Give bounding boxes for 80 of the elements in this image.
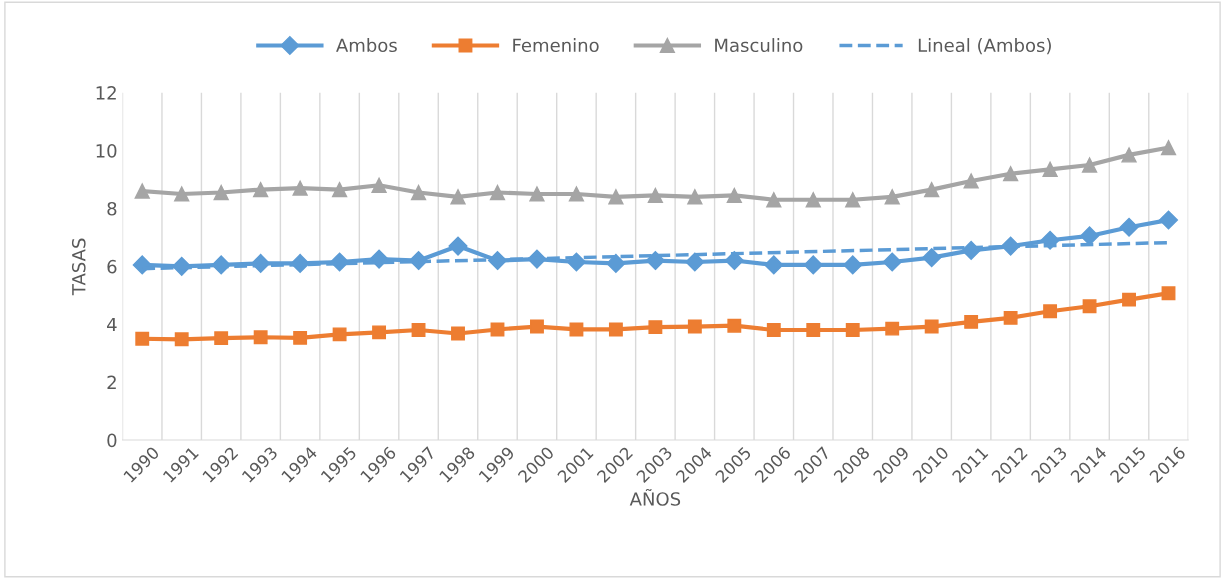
point bbox=[410, 184, 427, 201]
point bbox=[924, 319, 939, 334]
legend-label: Ambos bbox=[336, 38, 397, 53]
point bbox=[566, 252, 586, 272]
point bbox=[293, 330, 308, 345]
y-tick-label: 10 bbox=[96, 144, 117, 158]
point bbox=[332, 327, 347, 342]
legend-label: Lineal (Ambos) bbox=[918, 38, 1051, 55]
point bbox=[963, 173, 979, 189]
point bbox=[648, 320, 663, 335]
point bbox=[687, 319, 702, 334]
point bbox=[608, 189, 624, 205]
point bbox=[214, 331, 229, 346]
point bbox=[489, 184, 506, 201]
point bbox=[1161, 286, 1176, 301]
y-tick-label: 12 bbox=[96, 86, 116, 100]
point bbox=[1122, 292, 1136, 307]
point bbox=[882, 252, 902, 272]
point bbox=[884, 189, 900, 205]
point bbox=[372, 325, 387, 340]
point bbox=[727, 318, 742, 333]
point bbox=[1080, 226, 1100, 246]
point bbox=[647, 187, 664, 204]
point bbox=[530, 319, 544, 334]
point bbox=[764, 255, 784, 275]
point bbox=[964, 314, 979, 329]
point bbox=[174, 186, 190, 202]
point bbox=[568, 186, 585, 202]
y-tick-label: 4 bbox=[107, 317, 117, 332]
point bbox=[606, 253, 626, 273]
point bbox=[134, 183, 150, 199]
y-tick-label: 2 bbox=[107, 375, 116, 389]
y-tick-label: 6 bbox=[107, 259, 117, 274]
point bbox=[687, 189, 703, 205]
point bbox=[922, 248, 942, 268]
point bbox=[132, 255, 152, 275]
point bbox=[1043, 304, 1058, 319]
point bbox=[726, 187, 742, 204]
point bbox=[1160, 140, 1177, 156]
point bbox=[845, 192, 861, 208]
point bbox=[450, 189, 466, 205]
point bbox=[1119, 217, 1139, 237]
point bbox=[608, 322, 623, 337]
point bbox=[1003, 310, 1018, 325]
point bbox=[292, 180, 308, 196]
point bbox=[331, 181, 348, 198]
point bbox=[569, 322, 584, 337]
point bbox=[135, 331, 150, 346]
x-axis-title: AÑOS bbox=[629, 488, 681, 506]
point bbox=[845, 323, 860, 337]
point bbox=[1081, 157, 1098, 173]
legend-label: Femenino bbox=[513, 38, 599, 53]
y-tick-label: 0 bbox=[107, 433, 117, 448]
legend-label: Masculino bbox=[715, 38, 803, 53]
y-tick-label: 8 bbox=[107, 201, 117, 216]
point bbox=[371, 177, 387, 193]
point bbox=[843, 255, 863, 275]
point bbox=[803, 255, 823, 275]
y-axis-title: TASAS bbox=[71, 238, 86, 296]
point bbox=[724, 251, 744, 271]
point bbox=[451, 326, 465, 341]
point bbox=[213, 184, 229, 201]
point bbox=[411, 323, 426, 337]
point bbox=[1042, 161, 1058, 177]
point bbox=[885, 321, 900, 336]
point bbox=[1002, 166, 1019, 182]
point bbox=[529, 186, 545, 202]
point bbox=[1158, 210, 1179, 230]
point bbox=[924, 181, 940, 198]
point bbox=[766, 192, 782, 208]
point bbox=[253, 330, 268, 345]
point bbox=[448, 236, 468, 256]
point bbox=[1121, 147, 1137, 163]
point bbox=[253, 181, 269, 198]
point bbox=[174, 332, 189, 347]
point bbox=[805, 192, 821, 208]
point bbox=[766, 323, 781, 337]
point bbox=[685, 252, 705, 272]
point bbox=[1082, 299, 1097, 314]
point bbox=[806, 323, 821, 337]
